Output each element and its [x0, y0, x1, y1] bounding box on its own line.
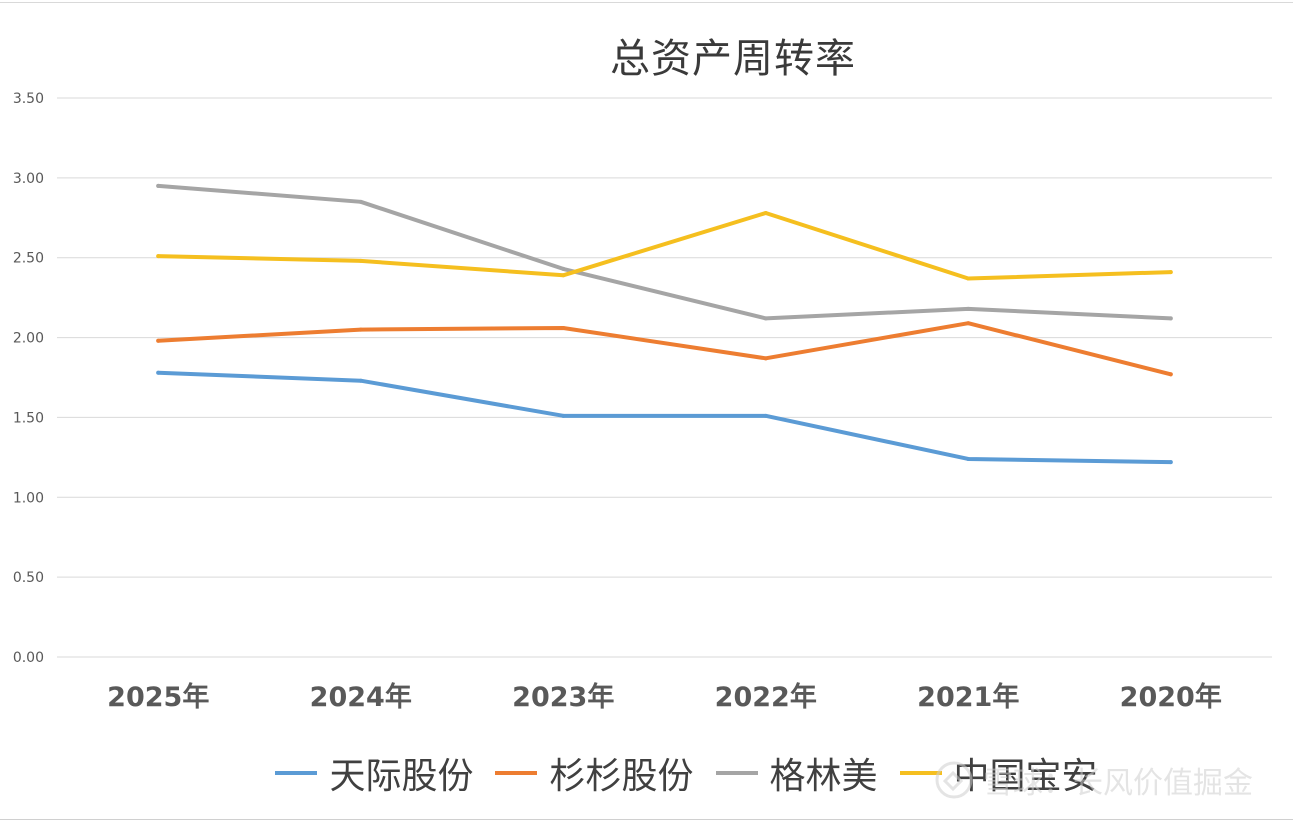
bottom-divider: [0, 819, 1293, 820]
data-point: [561, 325, 566, 330]
data-point: [156, 370, 161, 375]
data-point: [156, 183, 161, 188]
data-point: [1168, 270, 1173, 275]
chart-title: 总资产周转率: [610, 36, 856, 82]
data-point: [763, 413, 768, 418]
data-point: [763, 210, 768, 215]
x-tick-label: 2021年: [917, 681, 1019, 713]
data-point: [561, 273, 566, 278]
series-line-3: [156, 210, 1173, 281]
data-point: [358, 327, 363, 332]
legend-swatch-tianji: [275, 771, 318, 775]
legend-item-baoan: 中国宝安: [899, 747, 1098, 799]
watermark-text: 雪球：长风价值掘金: [983, 766, 1253, 801]
x-tick-label: 2023年: [512, 681, 614, 713]
data-point: [966, 321, 971, 326]
snowball-logo-icon: [935, 761, 973, 799]
legend-swatch-shanshan: [495, 771, 538, 775]
data-point: [561, 266, 566, 271]
data-point: [1168, 460, 1173, 465]
x-tick-label: 2020年: [1120, 681, 1222, 713]
series-line-2: [156, 183, 1173, 321]
y-tick-label: 1.00: [13, 490, 44, 506]
x-tick-label: 2025年: [107, 681, 209, 713]
data-point: [1168, 316, 1173, 321]
data-point: [561, 413, 566, 418]
y-tick-label: 1.50: [13, 410, 44, 426]
data-point: [763, 356, 768, 361]
y-tick-label: 3.50: [13, 91, 44, 107]
y-tick-label: 0.00: [13, 650, 44, 666]
legend-item-tianji: 天际股份: [275, 747, 473, 799]
data-point: [358, 199, 363, 204]
legend-swatch-baoan: [899, 771, 942, 775]
data-point: [358, 378, 363, 383]
data-point: [763, 316, 768, 321]
data-point: [966, 456, 971, 461]
watermark: 雪球：长风价值掘金: [933, 758, 1253, 802]
data-point: [966, 276, 971, 281]
data-point: [1168, 372, 1173, 377]
series-line-0: [156, 370, 1173, 465]
y-tick-label: 3.00: [13, 171, 44, 187]
legend-label-shanshan: 杉杉股份: [549, 756, 694, 797]
x-tick-label: 2022年: [715, 681, 817, 713]
y-tick-label: 2.00: [13, 331, 44, 347]
series-line-1: [156, 321, 1173, 377]
data-point: [966, 306, 971, 311]
legend-label-baoan: 中国宝安: [953, 756, 1098, 797]
legend-swatch-gem: [715, 771, 758, 775]
y-tick-label: 2.50: [13, 251, 44, 267]
data-point: [358, 258, 363, 263]
legend-item-gem: 格林美: [715, 747, 878, 799]
legend-label-gem: 格林美: [769, 756, 878, 797]
legend: 天际股份 杉杉股份 格林美 中国宝安: [0, 748, 1293, 798]
x-tick-label: 2024年: [310, 681, 412, 713]
data-point: [156, 254, 161, 259]
legend-item-shanshan: 杉杉股份: [495, 747, 694, 799]
data-point: [156, 338, 161, 343]
y-tick-label: 0.50: [13, 570, 44, 586]
top-divider: [0, 2, 1293, 3]
legend-label-tianji: 天际股份: [329, 756, 474, 797]
